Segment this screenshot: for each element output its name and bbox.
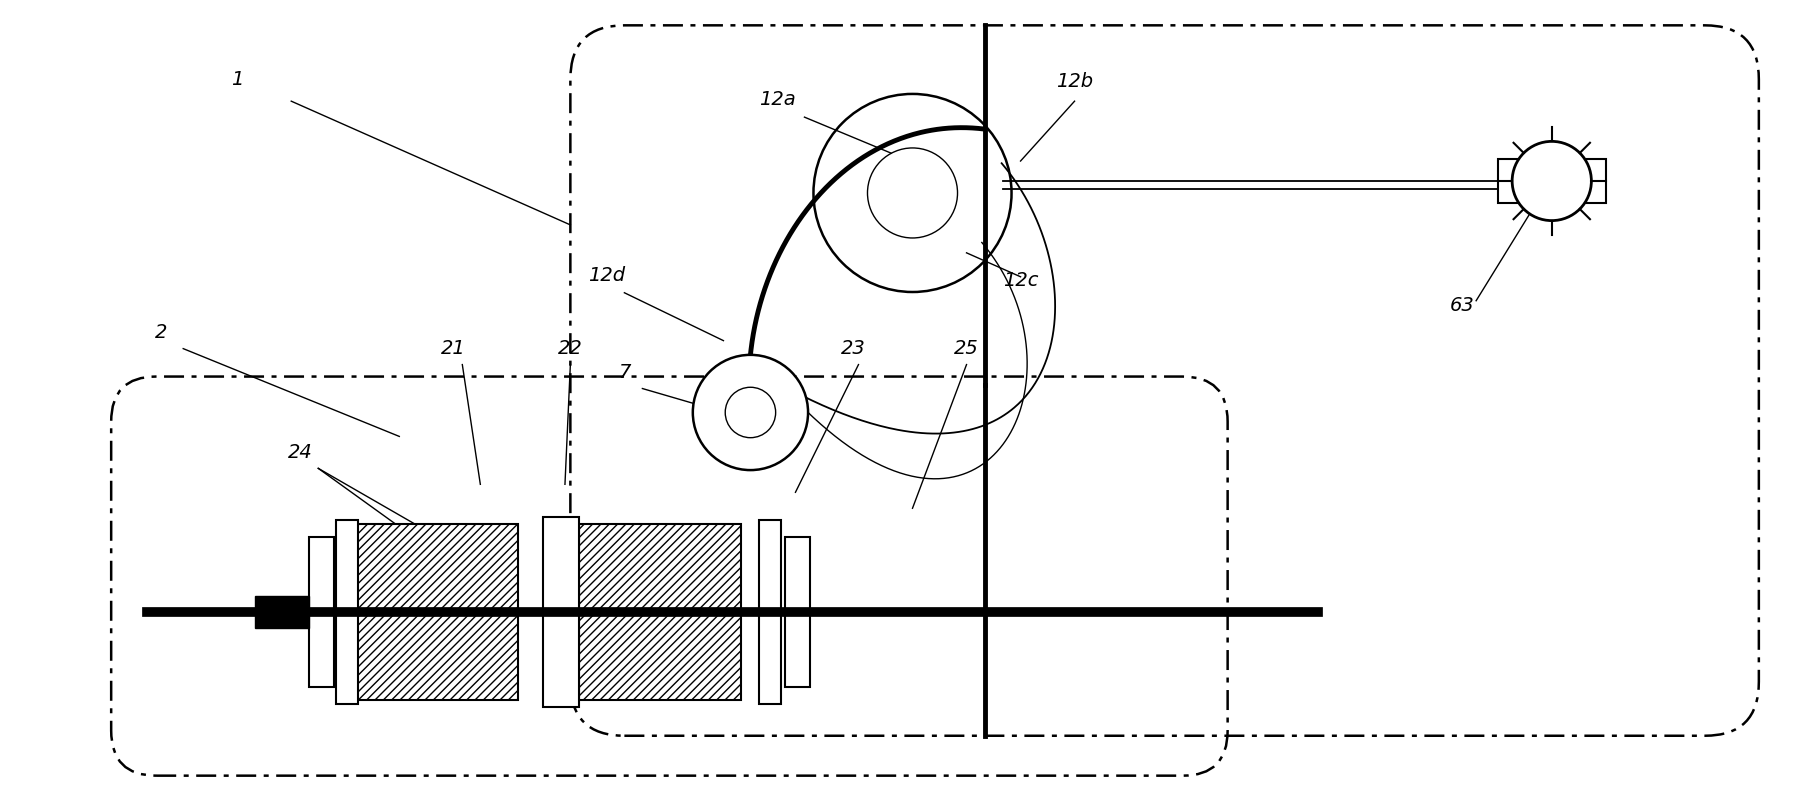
Circle shape [692,355,808,470]
Bar [309,537,334,686]
Text: 24: 24 [287,443,313,462]
Text: 21: 21 [441,339,466,358]
Text: 22: 22 [558,339,582,358]
Text: 12c: 12c [1003,272,1039,290]
Text: 12d: 12d [587,266,625,285]
Bar [1498,159,1606,203]
Text: 7: 7 [618,363,631,382]
Text: 12a: 12a [759,91,795,109]
Bar [336,520,358,704]
Text: 2: 2 [155,324,168,342]
Bar [356,524,519,700]
Text: 63: 63 [1449,296,1475,315]
Text: 1: 1 [231,70,244,89]
Circle shape [1512,141,1592,220]
Text: 23: 23 [840,339,866,358]
Bar [255,596,309,628]
Bar [784,537,810,686]
Bar [580,524,741,700]
Text: 25: 25 [954,339,979,358]
Bar [759,520,781,704]
Text: 12b: 12b [1055,72,1093,91]
Bar [544,517,580,706]
